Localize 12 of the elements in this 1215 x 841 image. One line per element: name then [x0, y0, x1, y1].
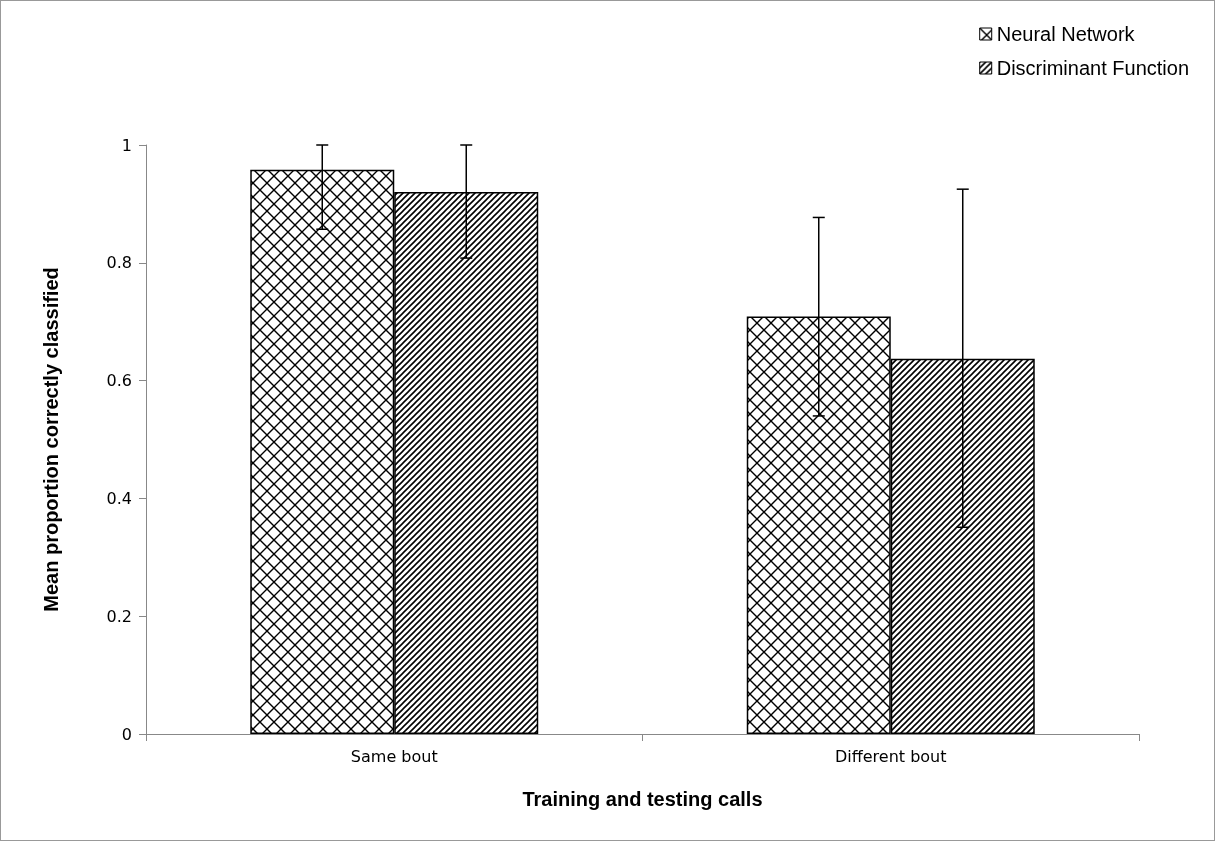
x-axis-title: Training and testing calls — [522, 788, 763, 810]
x-tick-label: Same bout — [350, 746, 438, 766]
y-tick-label: 0 — [121, 724, 132, 744]
y-tick-label: 0.8 — [106, 253, 132, 273]
y-tick-label: 0.4 — [106, 488, 132, 508]
x-tick-label: Different bout — [834, 746, 947, 766]
y-tick-label: 1 — [121, 135, 132, 155]
legend-label: Discriminant Function — [996, 57, 1190, 79]
y-axis-title: Mean proportion correctly classified — [40, 267, 62, 612]
legend-label: Neural Network — [996, 23, 1136, 45]
y-tick-label: 0.6 — [106, 371, 132, 391]
y-tick-label: 0.2 — [106, 606, 132, 626]
